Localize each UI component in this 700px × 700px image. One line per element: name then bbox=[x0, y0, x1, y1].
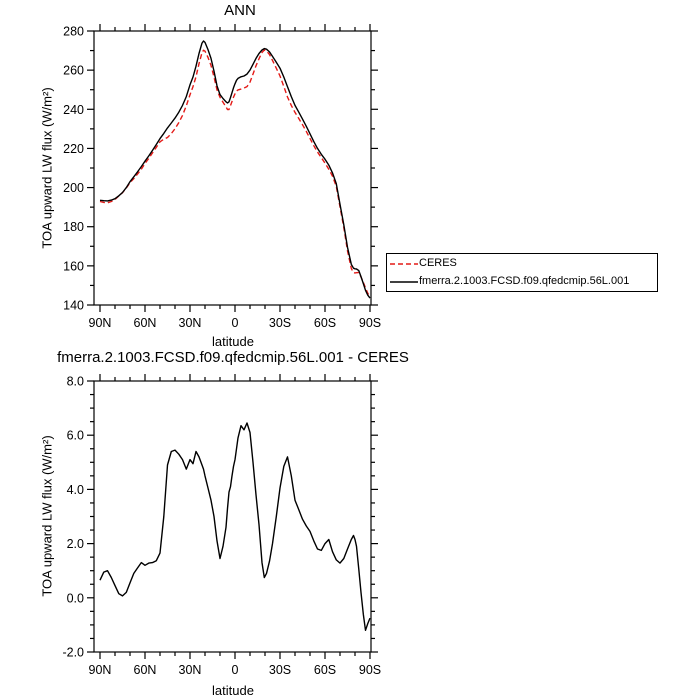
y-tick-label: 280 bbox=[63, 25, 84, 39]
top-chart-y-axis-label: TOA upward LW flux (W/m²) bbox=[39, 87, 55, 249]
x-tick-label: 30S bbox=[269, 316, 291, 330]
y-tick-label: 160 bbox=[63, 259, 84, 273]
legend-label-0: CERES bbox=[419, 257, 457, 269]
legend-label-1: fmerra.2.1003.FCSD.f09.qfedcmip.56L.001 bbox=[419, 275, 630, 287]
y-tick-label: 140 bbox=[63, 299, 84, 313]
x-tick-label: 60N bbox=[134, 316, 157, 330]
x-tick-label: 60S bbox=[314, 663, 336, 677]
legend-entry-0: CERES bbox=[387, 255, 657, 273]
y-tick-label: -2.0 bbox=[62, 646, 84, 660]
x-tick-label: 90S bbox=[359, 663, 381, 677]
y-tick-label: 240 bbox=[63, 103, 84, 117]
bottom-chart-x-axis-label: latitude bbox=[212, 683, 254, 698]
y-tick-label: 2.0 bbox=[67, 537, 84, 551]
y-tick-label: 180 bbox=[63, 220, 84, 234]
y-tick-label: 0.0 bbox=[67, 591, 84, 605]
y-tick-label: 260 bbox=[63, 64, 84, 78]
x-tick-label: 30S bbox=[269, 663, 291, 677]
series-line-1 bbox=[99, 40, 371, 299]
x-tick-label: 30N bbox=[179, 316, 202, 330]
x-tick-label: 0 bbox=[232, 663, 239, 677]
x-tick-label: 90N bbox=[89, 316, 112, 330]
series-line-0 bbox=[99, 49, 371, 297]
bottom-chart-y-axis-label: TOA upward LW flux (W/m²) bbox=[39, 435, 55, 597]
legend-line-swatch-0 bbox=[390, 262, 418, 265]
plot-frame bbox=[93, 380, 372, 653]
x-tick-label: 60S bbox=[314, 316, 336, 330]
x-tick-label: 30N bbox=[179, 663, 202, 677]
y-tick-label: 4.0 bbox=[67, 483, 84, 497]
x-tick-label: 0 bbox=[232, 316, 239, 330]
bottom-chart-title: fmerra.2.1003.FCSD.f09.qfedcmip.56L.001 … bbox=[57, 349, 409, 366]
x-tick-label: 90N bbox=[89, 663, 112, 677]
y-tick-label: 8.0 bbox=[67, 375, 84, 389]
y-tick-label: 200 bbox=[63, 181, 84, 195]
y-tick-label: 220 bbox=[63, 142, 84, 156]
y-tick-label: 6.0 bbox=[67, 429, 84, 443]
top-chart-title: ANN bbox=[224, 2, 256, 19]
x-tick-label: 60N bbox=[134, 663, 157, 677]
legend-entry-1: fmerra.2.1003.FCSD.f09.qfedcmip.56L.001 bbox=[387, 273, 657, 291]
top-chart-x-axis-label: latitude bbox=[212, 334, 254, 349]
x-tick-label: 90S bbox=[359, 316, 381, 330]
legend-line-swatch-1 bbox=[390, 280, 418, 283]
legend: CERES fmerra.2.1003.FCSD.f09.qfedcmip.56L… bbox=[386, 253, 658, 292]
series-line-0 bbox=[99, 422, 371, 631]
